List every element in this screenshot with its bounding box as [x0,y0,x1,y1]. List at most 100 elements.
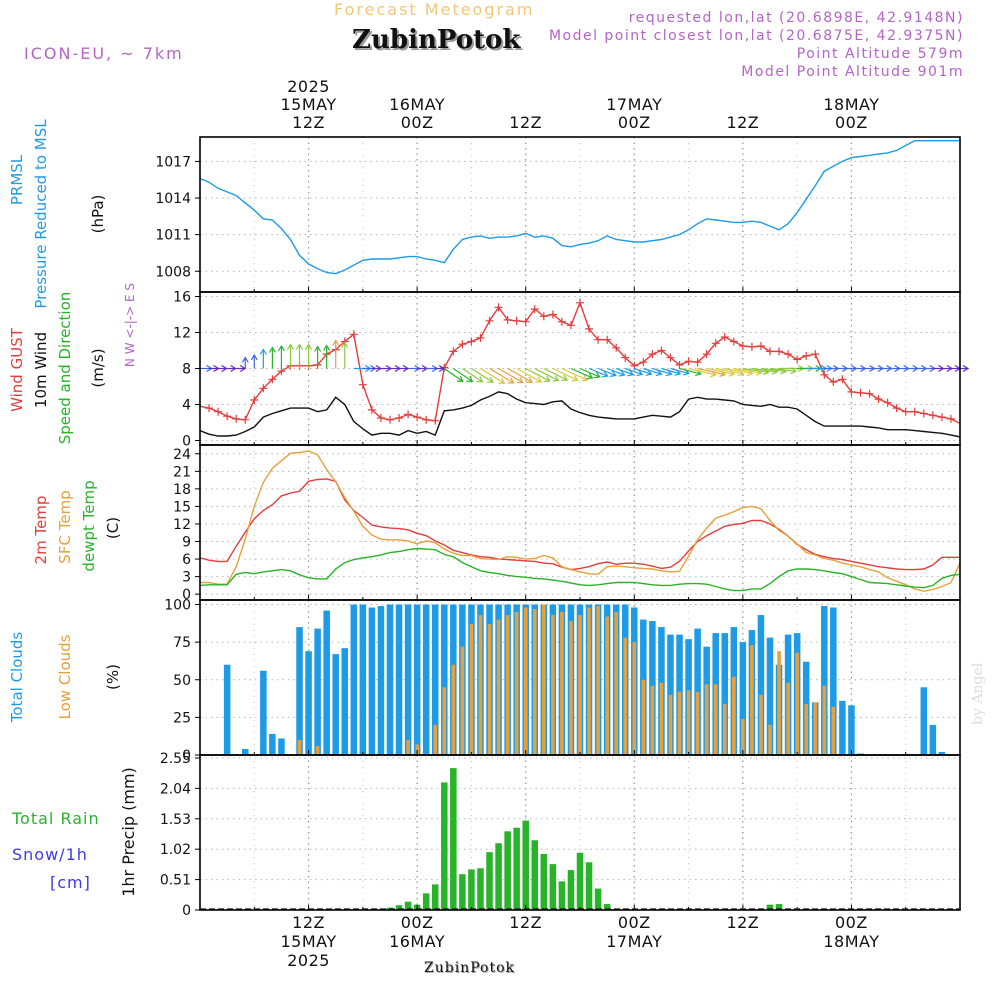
low-cloud-bar [415,744,419,755]
total-cloud-bar [431,604,439,755]
low-cloud-bar [750,645,754,755]
wind-arrow-head [526,376,534,384]
y-tick-label: 1.53 [160,812,191,828]
gust-marker [503,315,512,324]
precip-bar [540,853,548,910]
gust-marker [241,415,250,424]
low-cloud-bar [650,685,655,755]
wind-arrow [652,367,672,375]
total-cloud-bar [386,604,394,755]
total-cloud-bar [278,738,285,755]
low-cloud-bar [460,646,465,755]
gust-marker [702,350,711,359]
y-tick-label: 0 [182,748,191,764]
wind-arrow [507,367,533,383]
time-label-bottom: 12Z [509,913,542,932]
wind-arrow [498,367,524,384]
precip-bar [576,852,584,910]
wind-arrow-head [516,377,524,384]
y-tick-label: 21 [173,464,191,480]
wind-arrow [733,367,762,374]
gust-marker [458,340,467,349]
wind-arrow [579,367,601,378]
gust-marker [919,409,928,418]
wind-arrow-head [341,341,349,348]
low-cloud-bar [514,612,519,755]
gust-marker [865,389,874,398]
wind-arrow-head [636,369,644,377]
total-cloud-bar [821,606,828,755]
low-cloud-bar [795,652,799,755]
wind-arrow [443,368,464,382]
y-tick-label: 8 [182,362,191,378]
gust-marker [530,305,539,314]
y-tick-label: 6 [182,552,191,568]
time-label-top: 12Z [726,113,759,132]
wind-arrow [715,367,744,375]
gust-marker [621,353,630,362]
time-label-top: 00Z [835,113,868,132]
wind-arrow-head [645,369,653,376]
station-title: ZubinPotok [352,25,521,55]
wind-arrow-head [498,377,506,384]
y-tick-label: 24 [173,447,191,463]
low-cloud-bar [614,612,618,755]
total-cloud-bar [296,627,303,755]
gust-marker [729,337,738,346]
label-low-clouds: Low Clouds [56,634,74,719]
low-cloud-bar [759,694,763,755]
gust-marker [367,405,376,414]
wind-arrow [480,367,505,384]
gust-marker [847,387,856,396]
wind-arrow [588,367,608,377]
gust-marker [512,316,521,325]
y-tick-label: 4 [182,398,191,414]
precip-bar [603,904,611,910]
label-10m-wind: 10m Wind [32,332,50,408]
time-label-top: 16MAY [389,95,445,114]
time-label-bottom: 16MAY [389,932,445,951]
precip-bar [585,862,593,910]
label-snow: Snow/1h [12,845,88,864]
gust-marker [874,395,883,404]
time-label-top: 12Z [509,113,542,132]
wind-arrow [489,367,514,384]
gust-marker [422,415,431,424]
precip-bar [431,884,439,910]
gust-marker [784,350,793,359]
low-cloud-bar [777,651,781,755]
total-cloud-bar [260,670,267,755]
low-cloud-bar [713,684,718,755]
y-tick-label: 1011 [155,228,191,244]
gust-marker [539,312,548,321]
wind-arrow-head [286,343,294,350]
wind-arrow-head [241,356,249,363]
temp-sfc-line [200,450,960,592]
time-label-top: 12Z [292,113,325,132]
y-tick-label: 0 [182,903,191,919]
wind-arrow [688,367,716,376]
low-cloud-bar [406,739,410,755]
info-model-altitude: Model Point Altitude 901m [741,64,964,80]
label-dewpt-temp: dewpt Temp [80,480,98,571]
low-cloud-bar [542,604,546,755]
time-label-top: 18MAY [823,95,879,114]
wind-arrow-head [323,344,331,351]
wind-arrow-head [268,346,276,353]
gust-marker [277,367,286,376]
gust-marker [648,350,657,359]
total-cloud-bar [757,615,765,755]
wind-arrow-head [332,339,340,346]
low-cloud-bar [668,694,673,755]
gust-marker [386,415,394,424]
gust-marker [404,410,413,419]
compass-legend: N W <-|-> E S [123,283,137,367]
gust-marker [376,414,385,422]
total-cloud-bar [350,604,358,755]
label-clouds-unit: (%) [104,664,122,690]
wind-arrow [462,367,483,383]
total-cloud-bar [441,604,448,755]
total-cloud-bar [332,654,339,755]
wind-arrow-head [259,348,267,355]
